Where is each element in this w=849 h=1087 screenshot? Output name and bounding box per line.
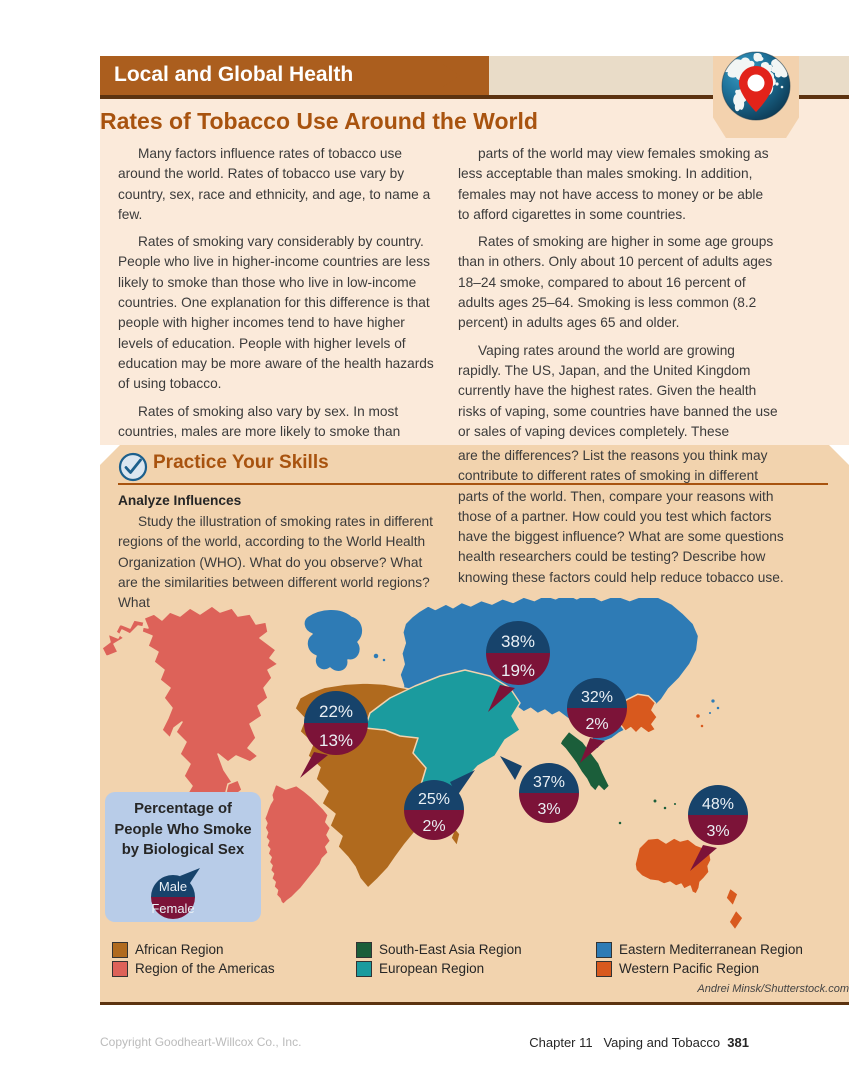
- svg-text:19%: 19%: [501, 661, 535, 680]
- svg-text:2%: 2%: [585, 716, 608, 733]
- svg-text:22%: 22%: [319, 702, 353, 721]
- svg-text:Female: Female: [151, 901, 194, 916]
- svg-text:Male: Male: [159, 879, 187, 894]
- svg-text:2%: 2%: [422, 818, 445, 835]
- svg-text:38%: 38%: [501, 632, 535, 651]
- svg-text:48%: 48%: [702, 796, 734, 813]
- svg-text:3%: 3%: [537, 801, 560, 818]
- svg-text:3%: 3%: [706, 823, 729, 840]
- svg-text:25%: 25%: [418, 791, 450, 808]
- svg-text:13%: 13%: [319, 731, 353, 750]
- svg-text:32%: 32%: [581, 689, 613, 706]
- svg-text:37%: 37%: [533, 774, 565, 791]
